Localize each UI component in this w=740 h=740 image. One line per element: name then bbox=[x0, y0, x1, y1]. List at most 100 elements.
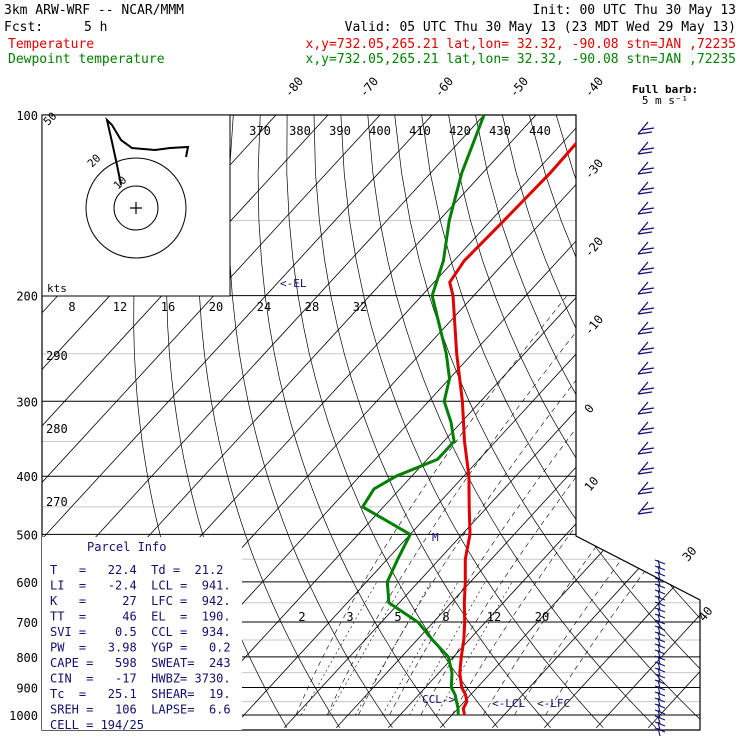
wind-barb-icon bbox=[654, 625, 666, 635]
barb-legend-line1: Full barb: bbox=[632, 83, 698, 96]
temperature-legend: Temperature bbox=[8, 37, 94, 52]
level-marker: <-LCL bbox=[492, 697, 525, 710]
theta-label: 270 bbox=[46, 495, 68, 509]
mixing-ratio-label-low: 5 bbox=[394, 610, 401, 624]
wind-barb-icon bbox=[637, 501, 655, 515]
right-temp-label: -10 bbox=[582, 312, 607, 338]
parcel-info-background bbox=[42, 537, 242, 730]
mixing-ratio-label: 32 bbox=[353, 300, 367, 314]
wind-barb-icon bbox=[654, 685, 666, 695]
wind-barb-icon bbox=[637, 481, 655, 495]
level-marker: CCL-> bbox=[422, 693, 455, 706]
dry-adiabat bbox=[340, 115, 604, 728]
wind-barb-icon bbox=[654, 709, 666, 719]
pressure-label-100: 100 bbox=[16, 109, 38, 123]
moist-adiabat bbox=[389, 295, 682, 716]
isotherm bbox=[42, 115, 354, 728]
parcel-info-row: CELL = 194/25 bbox=[50, 718, 144, 732]
dry-adiabat bbox=[582, 115, 700, 728]
parcel-info-row: CAPE = 598 SWEAT= 243 bbox=[50, 656, 231, 670]
wind-barb-icon bbox=[654, 697, 666, 707]
theta-e-label: 420 bbox=[449, 124, 471, 138]
wind-barb-icon bbox=[654, 577, 666, 587]
hodograph-units: kts bbox=[47, 282, 67, 295]
wind-barb-icon bbox=[654, 601, 666, 611]
fcst-label: Fcst: bbox=[4, 20, 43, 35]
wind-barb-icon bbox=[637, 161, 655, 175]
wind-barb-icon bbox=[654, 589, 666, 599]
wind-barb-icon bbox=[637, 421, 655, 435]
isotherm bbox=[492, 115, 700, 728]
mixing-ratio-label-low: 2 bbox=[298, 610, 305, 624]
isotherm bbox=[440, 115, 700, 728]
top-temp-label: -60 bbox=[432, 74, 457, 100]
dewpoint-location: x,y=732.05,265.21 lat,lon= 32.32, -90.08… bbox=[306, 52, 736, 67]
pressure-label-200: 200 bbox=[16, 290, 38, 304]
wind-barb-icon bbox=[637, 201, 655, 215]
wind-barb-icon bbox=[654, 721, 666, 731]
dry-adiabat bbox=[448, 115, 700, 728]
hodograph-ring bbox=[85, 157, 187, 259]
mixing-ratio-line bbox=[436, 581, 513, 716]
wind-barb-icon bbox=[654, 703, 666, 713]
pressure-label-800: 800 bbox=[16, 651, 38, 665]
wind-barb-icon bbox=[654, 559, 666, 569]
wind-barb-icon bbox=[637, 281, 655, 295]
wind-barb-icon bbox=[637, 341, 655, 355]
dewpoint-profile bbox=[361, 115, 486, 716]
dry-adiabat bbox=[421, 115, 700, 728]
wind-barb-icon bbox=[637, 301, 655, 315]
mixing-ratio-line bbox=[300, 581, 378, 716]
wind-barb-icon bbox=[654, 583, 666, 593]
parcel-info-row: SVI = 0.5 CCL = 934. bbox=[50, 625, 231, 639]
parcel-info-row: CIN = -17 HWBZ= 3730. bbox=[50, 672, 231, 686]
mixing-ratio-label: 12 bbox=[113, 300, 127, 314]
wind-barb-icon bbox=[654, 661, 666, 671]
dry-adiabat bbox=[475, 115, 700, 728]
mixing-ratio-label-low: 20 bbox=[535, 610, 549, 624]
mixing-ratio-line bbox=[327, 581, 405, 716]
hodograph-center-cross bbox=[130, 202, 142, 214]
right-temp-label: 10 bbox=[582, 474, 602, 494]
wind-barb-icon bbox=[654, 649, 666, 659]
wind-barb-icon bbox=[654, 631, 666, 641]
isotherm bbox=[232, 115, 700, 728]
hodograph-ring bbox=[113, 185, 159, 231]
wind-barb-icon bbox=[654, 595, 666, 605]
level-marker-m: M bbox=[432, 531, 439, 544]
wind-barb-icon bbox=[654, 679, 666, 689]
parcel-info-row: T = 22.4 Td = 21.2 bbox=[50, 563, 223, 577]
wind-barb-icon bbox=[654, 565, 666, 575]
theta-e-label: 390 bbox=[329, 124, 351, 138]
mixing-ratio-line bbox=[382, 581, 459, 716]
dry-adiabat bbox=[555, 115, 700, 728]
parcel-info-row: Tc = 25.1 SHEAR= 19. bbox=[50, 687, 231, 701]
moist-adiabat bbox=[420, 295, 700, 716]
top-temp-label: -80 bbox=[282, 74, 307, 100]
theta-label: 280 bbox=[46, 422, 68, 436]
wind-barb-icon bbox=[637, 461, 655, 475]
isotherm bbox=[388, 115, 700, 728]
parcel-info-row: SREH = 106 LAPSE= 6.6 bbox=[50, 703, 231, 717]
lower-right-temp-label: 30 bbox=[680, 544, 700, 564]
model-title: 3km ARW-WRF -- NCAR/MMM bbox=[4, 3, 184, 18]
valid-time: Valid: 05 UTC Thu 30 May 13 (23 MDT Wed … bbox=[345, 20, 736, 35]
parcel-info-row: LI = -2.4 LCL = 941. bbox=[50, 579, 231, 593]
pressure-label-300: 300 bbox=[16, 395, 38, 409]
pressure-label-1000: 1000 bbox=[9, 709, 38, 723]
dry-adiabat bbox=[394, 115, 700, 728]
moist-adiabat bbox=[545, 295, 700, 716]
wind-barb-icon bbox=[654, 691, 666, 701]
right-temp-label: -30 bbox=[582, 156, 607, 182]
parcel-info-row: K = 27 LFC = 942. bbox=[50, 594, 231, 608]
barb-legend-line2: 5 m s⁻¹ bbox=[642, 94, 688, 107]
parcel-info-row: TT = 46 EL = 190. bbox=[50, 610, 231, 624]
isotherm bbox=[42, 115, 458, 728]
wind-barb-icon bbox=[637, 221, 655, 235]
wind-barb-icon bbox=[654, 715, 666, 725]
wind-barb-icon bbox=[637, 401, 655, 415]
wind-barb-icon bbox=[654, 643, 666, 653]
temperature-profile bbox=[448, 115, 603, 716]
